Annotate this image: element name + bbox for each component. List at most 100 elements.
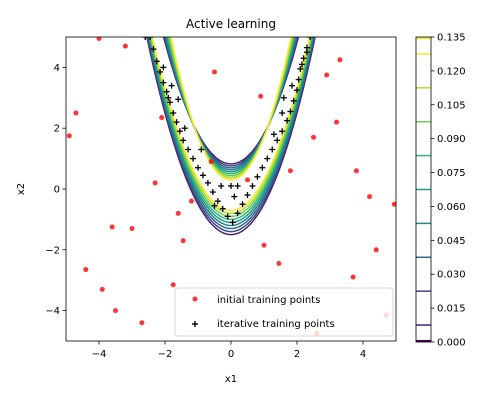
- x-axis-ticks: −4 −2 0 2 4: [92, 341, 366, 360]
- iterative-training-point: [287, 108, 294, 115]
- iterative-training-point: [295, 76, 302, 83]
- x-tick-label: 0: [228, 349, 234, 360]
- contour-line: [148, 37, 314, 224]
- contour-line: [150, 37, 312, 215]
- iterative-training-point: [224, 213, 231, 220]
- iterative-training-point: [166, 99, 173, 106]
- iterative-training-point: [157, 68, 164, 75]
- x-axis-label: x1: [225, 374, 237, 385]
- iterative-training-point: [204, 179, 211, 186]
- iterative-training-point: [199, 172, 206, 179]
- colorbar-tick-label: 0.030: [437, 270, 466, 281]
- contour-line: [146, 37, 316, 233]
- initial-training-point: [180, 238, 186, 244]
- iterative-training-point: [165, 94, 172, 101]
- iterative-training-point: [198, 146, 205, 153]
- initial-training-point: [99, 286, 105, 292]
- y-tick-label: 4: [54, 63, 60, 74]
- iterative-training-point: [249, 182, 256, 189]
- iterative-training-point: [239, 201, 246, 208]
- initial-training-point: [152, 180, 158, 186]
- iterative-training-point: [259, 164, 266, 171]
- initial-training-point: [350, 274, 356, 280]
- y-axis-ticks: −4 −2 0 2 4: [45, 63, 66, 317]
- iterative-training-point: [274, 137, 281, 144]
- iterative-training-point: [181, 125, 188, 132]
- contour-lines: [146, 37, 316, 236]
- colorbar-tick-label: 0.135: [437, 33, 466, 44]
- initial-training-point: [311, 134, 316, 140]
- iterative-training-point: [150, 46, 157, 53]
- y-tick-label: 0: [54, 185, 60, 196]
- initial-training-point: [258, 93, 264, 99]
- iterative-training-point: [142, 37, 149, 40]
- initial-training-point: [139, 320, 145, 326]
- iterative-training-point: [303, 49, 310, 56]
- initial-training-point: [337, 57, 343, 63]
- iterative-training-point: [294, 87, 300, 94]
- iterative-training-point: [209, 189, 216, 196]
- iterative-training-point: [190, 155, 197, 162]
- chart-title: Active learning: [186, 17, 276, 31]
- iterative-training-point: [234, 210, 241, 217]
- y-axis-label: x2: [16, 183, 27, 195]
- colorbar-tick-label: 0.075: [437, 168, 466, 179]
- iterative-training-point: [218, 182, 225, 189]
- iterative-training-point: [228, 182, 234, 189]
- iterative-training-point: [297, 65, 304, 72]
- iterative-training-point: [180, 137, 187, 144]
- contour-line: [151, 37, 311, 212]
- initial-training-point: [73, 110, 79, 116]
- initial-training-point: [109, 224, 115, 230]
- legend-box: [174, 287, 394, 337]
- colorbar-ticks: 0.000 0.015 0.030 0.045 0.060 0.075 0.090 0.105…: [431, 33, 466, 349]
- iterative-training-point: [269, 146, 276, 153]
- iterative-training-point: [211, 202, 218, 209]
- initial-training-point: [66, 133, 72, 139]
- initial-training-point: [324, 72, 330, 78]
- iterative-training-point: [290, 97, 297, 104]
- initial-training-point: [276, 260, 282, 266]
- iterative-training-point: [244, 192, 251, 199]
- colorbar-tick-label: 0.045: [437, 236, 466, 247]
- colorbar-tick-label: 0.105: [437, 100, 466, 111]
- colorbar-tick-label: 0.060: [437, 202, 466, 213]
- iterative-training-point: [168, 82, 175, 89]
- initial-training-point: [83, 267, 89, 273]
- y-tick-label: −4: [45, 306, 60, 317]
- initial-training-point: [96, 37, 102, 42]
- colorbar: 0.000 0.015 0.030 0.045 0.060 0.075 0.090 0.105…: [415, 33, 466, 349]
- iterative-training-point: [160, 64, 167, 71]
- x-tick-label: 2: [294, 349, 300, 360]
- initial-training-point: [212, 69, 217, 75]
- iterative-training-point: [170, 110, 177, 116]
- iterative-training-point: [163, 88, 170, 95]
- colorbar-tick-label: 0.090: [437, 134, 466, 145]
- iterative-training-point: [300, 55, 307, 62]
- initial-training-point: [367, 194, 373, 200]
- iterative-training-point: [307, 37, 314, 40]
- iterative-training-point: [298, 61, 305, 68]
- contour-line: [146, 37, 316, 236]
- iterative-training-point: [173, 119, 180, 126]
- colorbar-bands: [416, 37, 431, 342]
- iterative-training-point: [160, 79, 167, 86]
- initial-training-point: [373, 247, 379, 253]
- y-tick-label: −2: [45, 245, 60, 256]
- iterative-training-point: [284, 117, 291, 124]
- legend-label-iterative: iterative training points: [217, 319, 335, 330]
- legend-marker-iterative: [192, 321, 198, 327]
- initial-training-point: [208, 159, 214, 165]
- initial-training-point: [159, 115, 165, 121]
- iterative-training-point: [214, 198, 221, 205]
- contour-line: [147, 37, 315, 230]
- x-tick-label: 4: [360, 349, 366, 360]
- iterative-training-point: [280, 94, 287, 101]
- iterative-training-point: [195, 164, 201, 171]
- iterative-training-point: [219, 205, 226, 212]
- colorbar-tick-label: 0.120: [437, 66, 466, 77]
- initial-training-point: [113, 308, 118, 314]
- iterative-training-point: [231, 193, 238, 200]
- initial-training-point: [334, 119, 340, 125]
